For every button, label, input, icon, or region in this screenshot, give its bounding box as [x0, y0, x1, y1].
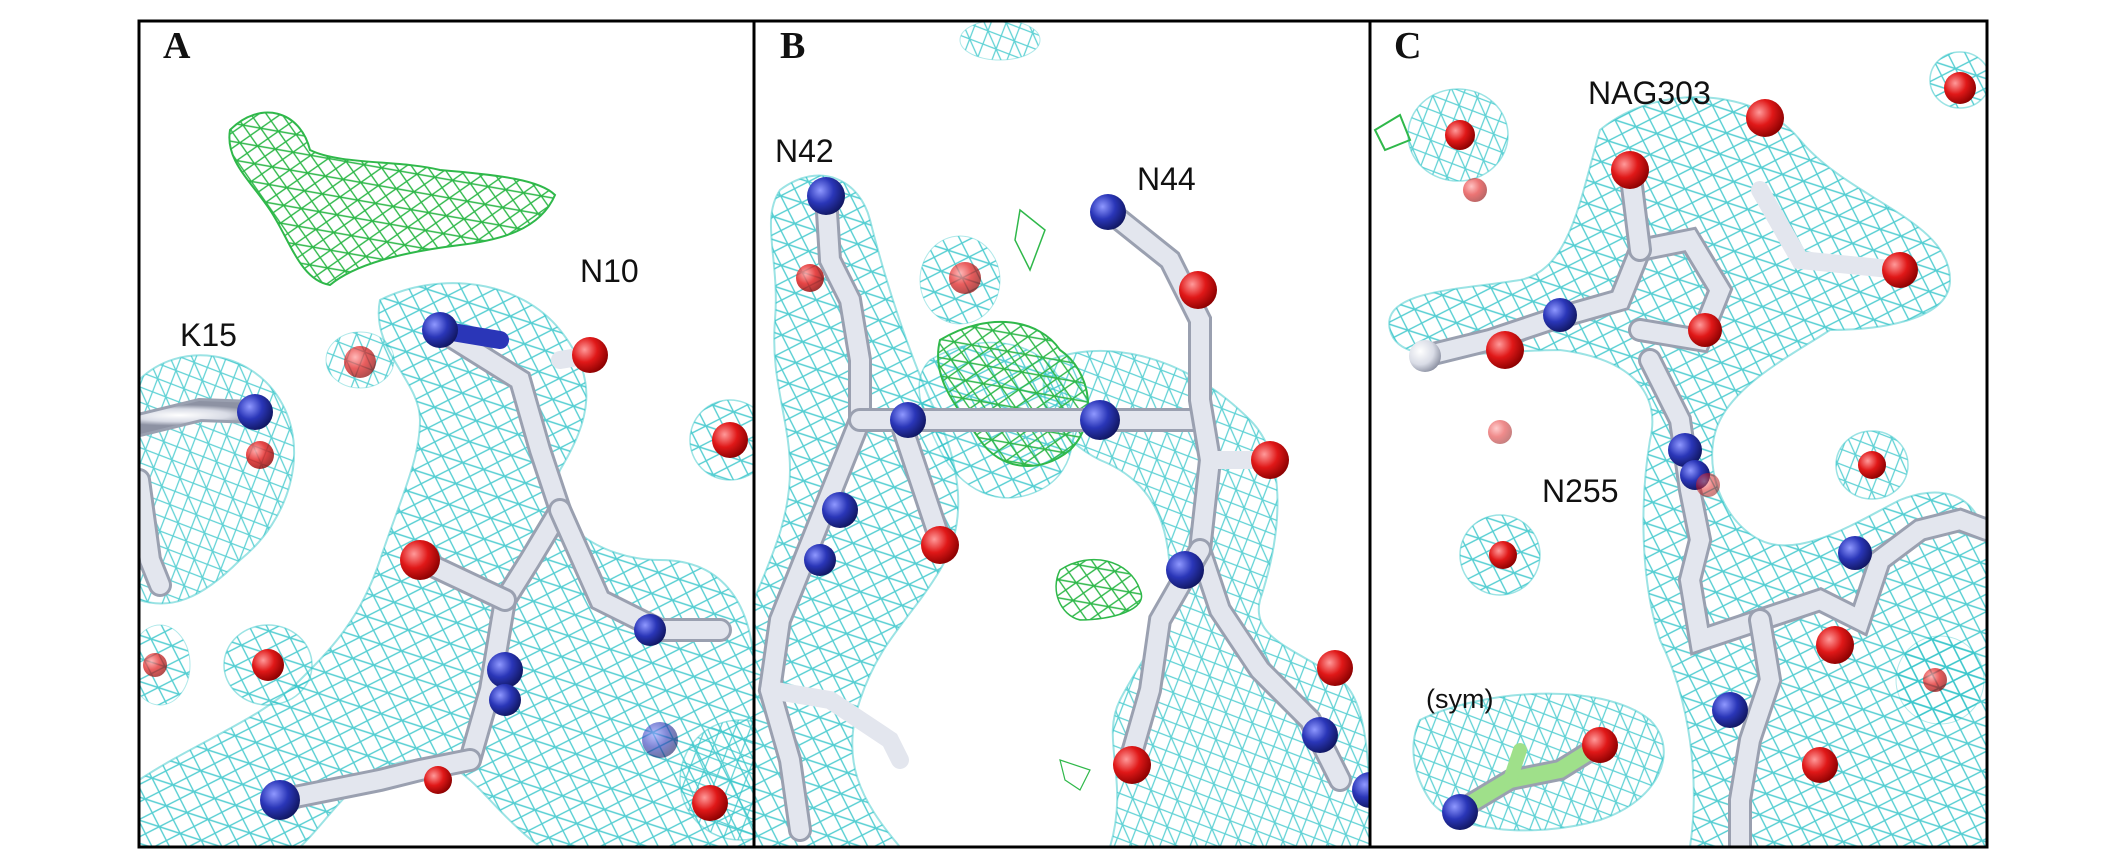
residue-label-n42: N42 [775, 133, 834, 169]
residue-label-n44: N44 [1137, 161, 1196, 197]
atoms-b [796, 177, 1370, 808]
figure-frame [137, 19, 1989, 849]
atoms-a [143, 312, 748, 821]
residue-label-k15: K15 [180, 317, 237, 353]
panel-b [754, 21, 1370, 847]
stick-model-c [1413, 158, 1987, 847]
difference-density-c [1373, 113, 1412, 152]
panel-letter-b: B [780, 25, 805, 67]
residue-label-nag303: NAG303 [1588, 75, 1711, 111]
panel-letter-c: C [1394, 25, 1421, 67]
panel-letter-a: A [163, 25, 191, 67]
panel-c [1370, 21, 1987, 847]
atoms-c [1409, 72, 1976, 830]
difference-density-a [228, 111, 557, 287]
symmetry-label: (sym) [1426, 684, 1493, 714]
panel-a [139, 21, 754, 847]
residue-label-n255: N255 [1542, 473, 1619, 509]
residue-label-n10: N10 [580, 253, 639, 289]
